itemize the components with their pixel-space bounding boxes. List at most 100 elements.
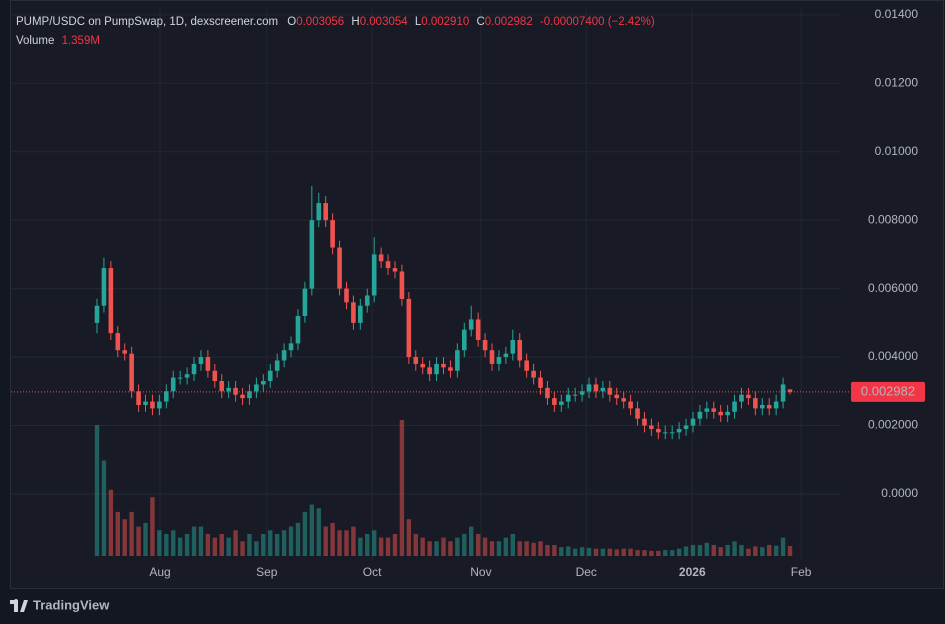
candle-body: [247, 391, 252, 399]
close-value: 0.002982: [485, 16, 533, 28]
candle-body: [586, 384, 592, 392]
x-tick-label: Dec: [576, 565, 597, 579]
candle-body: [455, 350, 460, 371]
low-label: L: [415, 16, 422, 28]
volume-bar: [586, 547, 592, 556]
volume-bar: [406, 519, 412, 556]
volume-bar: [628, 548, 633, 556]
volume-bar: [635, 550, 640, 556]
volume-bar: [475, 533, 481, 556]
volume-bar: [351, 526, 356, 556]
change: -0.00007400 (−2.42%): [540, 16, 655, 28]
candle-body: [184, 374, 190, 378]
volume-bar: [614, 549, 619, 556]
volume-bar: [538, 541, 543, 556]
candle-body: [254, 384, 259, 392]
volume-bar: [711, 544, 716, 556]
volume-bar: [164, 533, 169, 556]
tradingview-logo: TradingView: [10, 597, 110, 612]
candle-body: [295, 315, 301, 344]
candle-body: [191, 363, 197, 375]
candle-body: [711, 408, 717, 412]
volume-bar: [171, 530, 176, 556]
volume-bar: [441, 537, 446, 556]
volume-bar: [773, 545, 779, 556]
candle-layer: [94, 185, 793, 440]
y-tick-label: 0.01000: [875, 144, 919, 158]
volume-bar: [559, 547, 564, 556]
volume-bar: [593, 548, 599, 556]
y-tick-label: 0.006000: [868, 281, 918, 295]
candle-body: [344, 288, 349, 303]
volume-bar: [233, 530, 238, 556]
x-tick-label: Oct: [363, 565, 382, 579]
volume-bar: [337, 530, 342, 556]
candle-body: [434, 363, 439, 375]
volume-bar: [448, 541, 453, 556]
candle-body: [475, 319, 481, 340]
volume-bar: [524, 541, 529, 556]
volume-bar: [94, 425, 100, 556]
candle-body: [697, 411, 703, 419]
open-label: O: [287, 16, 296, 28]
candle-body: [399, 271, 405, 299]
y-tick-label: 0.01200: [875, 75, 919, 89]
candle-body: [240, 394, 245, 399]
high-value: 0.003054: [360, 16, 409, 28]
candle-body: [531, 370, 536, 378]
candle-body: [559, 401, 564, 405]
candle-body: [538, 377, 543, 388]
volume-bar: [552, 544, 557, 556]
candle-body: [316, 203, 322, 221]
volume-bar: [344, 530, 349, 556]
volume-bar: [732, 541, 737, 556]
candle-body: [461, 329, 467, 351]
candle-body: [780, 384, 786, 402]
volume-header: Volume 1.359M: [16, 35, 100, 47]
candle-body: [510, 339, 516, 354]
candle-body: [565, 394, 571, 402]
volume-bar: [469, 526, 474, 556]
candle-body: [170, 377, 176, 392]
candle-body: [690, 418, 696, 426]
x-tick-label: 2026: [679, 565, 706, 579]
volume-bar: [496, 541, 502, 556]
volume-bar: [115, 511, 120, 556]
volume-bar: [753, 546, 758, 556]
candle-body: [323, 203, 328, 221]
candle-body: [101, 268, 107, 306]
volume-layer: [94, 420, 793, 556]
candle-body: [649, 425, 654, 429]
volume-bar: [372, 530, 377, 556]
chart-pane: [10, 0, 944, 589]
candle-body: [302, 288, 308, 316]
candle-body: [787, 389, 793, 392]
volume-bar: [746, 548, 751, 556]
volume-bar: [690, 544, 696, 556]
candle-body: [413, 357, 419, 364]
candle-body: [607, 387, 613, 395]
candle-body: [669, 432, 675, 434]
volume-bar: [566, 546, 571, 556]
volume-bar: [434, 541, 439, 556]
candle-body: [385, 261, 391, 269]
candle-body: [718, 411, 723, 416]
candle-body: [364, 295, 370, 306]
volume-bar: [316, 508, 321, 556]
volume-bar: [143, 522, 148, 556]
candle-body: [642, 418, 647, 426]
candle-body: [766, 404, 772, 409]
candle-body: [503, 353, 509, 358]
volume-bar: [663, 550, 668, 556]
volume-bar: [108, 489, 114, 556]
volume-value: 1.359M: [62, 35, 100, 47]
y-tick-label: 0.008000: [868, 212, 918, 226]
axes: 0.01400 0.01200 0.01000 0.008000 0.006000 0.0…: [11, 7, 925, 579]
volume-bar: [767, 544, 772, 556]
volume-bar: [697, 544, 703, 556]
volume-label: Volume: [16, 35, 54, 47]
volume-bar: [760, 547, 765, 556]
volume-bar: [572, 548, 578, 556]
logo-icon: [10, 599, 28, 612]
volume-bar: [642, 550, 647, 556]
